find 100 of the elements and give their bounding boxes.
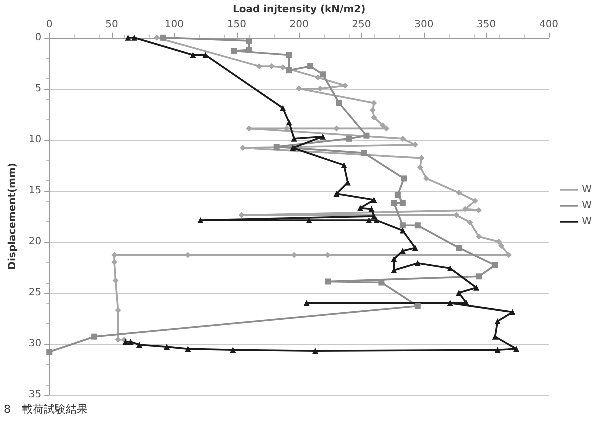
- y-tick-label: 10: [28, 134, 42, 146]
- x-axis-title: Load injtensity (kN/m2): [232, 4, 366, 16]
- point: [185, 346, 192, 352]
- point: [230, 347, 236, 354]
- point: [286, 52, 292, 58]
- point: [492, 262, 498, 268]
- point: [46, 349, 53, 356]
- point: [476, 274, 482, 280]
- point: [164, 344, 170, 350]
- point: [476, 207, 482, 214]
- point: [364, 132, 370, 139]
- point: [462, 206, 468, 212]
- point: [514, 346, 520, 352]
- x-tick-label: 400: [539, 19, 559, 30]
- x-tick-label: 0: [46, 19, 53, 30]
- point: [231, 48, 238, 54]
- point: [280, 105, 286, 112]
- legend-label: W: [582, 200, 592, 212]
- point: [394, 192, 401, 198]
- point: [136, 342, 143, 348]
- y-tick-label: 5: [35, 83, 42, 94]
- point: [291, 136, 298, 142]
- x-tick-label: 100: [164, 19, 184, 30]
- point: [391, 200, 398, 206]
- point: [374, 218, 380, 224]
- point: [510, 309, 516, 316]
- point: [494, 318, 501, 325]
- point: [246, 38, 252, 44]
- y-tick-label: 20: [28, 236, 42, 248]
- point: [357, 205, 364, 212]
- point: [371, 114, 378, 120]
- point: [361, 150, 368, 156]
- point: [325, 278, 332, 285]
- point: [190, 52, 196, 58]
- point: [346, 136, 352, 142]
- point: [154, 34, 160, 41]
- point: [472, 198, 478, 204]
- point: [400, 222, 406, 229]
- point: [476, 234, 482, 240]
- point: [92, 334, 98, 340]
- x-tick-label: 350: [477, 19, 496, 30]
- point: [286, 68, 292, 74]
- x-tick-label: 200: [290, 19, 309, 30]
- point: [198, 218, 204, 224]
- point: [506, 252, 512, 258]
- point: [280, 64, 286, 70]
- point: [371, 100, 378, 106]
- point: [125, 34, 132, 41]
- point: [366, 218, 372, 224]
- point: [456, 290, 462, 296]
- point: [274, 144, 280, 150]
- point: [412, 245, 418, 252]
- legend-label: W: [582, 216, 592, 228]
- y-tick-label: 35: [28, 390, 42, 400]
- x-tick-label: 300: [414, 19, 434, 30]
- point: [345, 180, 351, 186]
- y-tick-label: 30: [28, 338, 42, 350]
- point: [290, 145, 296, 152]
- point: [498, 243, 505, 250]
- point: [315, 74, 322, 81]
- point: [336, 100, 342, 106]
- point: [320, 72, 326, 78]
- point: [414, 303, 421, 310]
- point: [256, 63, 262, 70]
- point: [341, 162, 348, 168]
- point: [304, 300, 310, 306]
- point: [400, 200, 406, 206]
- point: [320, 134, 326, 140]
- point: [400, 228, 406, 234]
- point: [456, 245, 462, 252]
- point: [414, 260, 421, 266]
- x-tick-label: 250: [352, 19, 372, 30]
- point: [467, 220, 474, 226]
- point: [456, 190, 462, 196]
- point: [286, 120, 292, 126]
- point: [312, 348, 319, 354]
- point: [447, 265, 454, 272]
- point: [414, 222, 421, 229]
- point: [474, 284, 480, 291]
- point: [401, 176, 408, 182]
- x-tick-label: 150: [227, 19, 246, 30]
- legend-label: W: [582, 184, 592, 196]
- point: [132, 34, 138, 41]
- y-tick-label: 15: [28, 185, 42, 196]
- point: [202, 52, 209, 58]
- point: [391, 256, 398, 262]
- point: [308, 63, 314, 70]
- point: [371, 197, 378, 204]
- point: [424, 176, 430, 182]
- point: [447, 300, 454, 306]
- point: [128, 338, 134, 345]
- point: [160, 34, 166, 41]
- text: 8 載荷試験結果: [4, 402, 89, 417]
- y-tick-label: 0: [35, 32, 42, 44]
- point: [368, 206, 375, 212]
- y-axis-title: Displacement(mm): [8, 163, 18, 270]
- point: [334, 191, 340, 198]
- point: [494, 347, 501, 354]
- x-tick-label: 50: [106, 19, 118, 30]
- point: [246, 47, 252, 54]
